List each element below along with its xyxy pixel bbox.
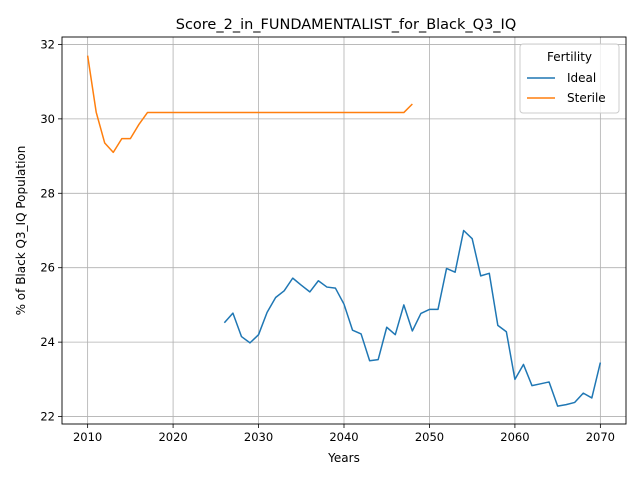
legend-entries: Ideal Sterile bbox=[527, 71, 606, 105]
y-tick-label: 22 bbox=[40, 410, 55, 424]
y-tick-label: 26 bbox=[40, 261, 55, 275]
x-tick-label: 2060 bbox=[500, 430, 529, 444]
legend-box bbox=[519, 43, 620, 114]
x-tick-label: 2010 bbox=[73, 430, 102, 444]
x-tick-label: 2040 bbox=[329, 430, 358, 444]
x-tick-label: 2030 bbox=[244, 430, 273, 444]
x-tick-label: 2020 bbox=[158, 430, 187, 444]
y-axis-label: % of Black Q3_IQ Population bbox=[14, 146, 28, 316]
y-tick-label: 24 bbox=[40, 335, 55, 349]
legend-label-ideal: Ideal bbox=[567, 71, 596, 85]
legend: Fertility Ideal Sterile bbox=[519, 43, 620, 114]
y-tick-label: 30 bbox=[40, 112, 55, 126]
chart-title: Score_2_in_FUNDAMENTALIST_for_Black_Q3_I… bbox=[176, 17, 517, 33]
series-line-sterile bbox=[86, 55, 413, 154]
y-tick-label: 32 bbox=[40, 37, 55, 51]
x-tick-label: 2070 bbox=[586, 430, 615, 444]
series-lines bbox=[86, 55, 602, 407]
series-line-ideal bbox=[223, 229, 602, 407]
y-tick-label: 28 bbox=[40, 186, 55, 200]
legend-title: Fertility bbox=[547, 50, 592, 64]
grid bbox=[62, 37, 626, 424]
x-axis-label: Years bbox=[327, 451, 360, 465]
axis-ticks: 2010 2020 2030 2040 2050 2060 2070 22 24 26 28 30 32 bbox=[40, 37, 615, 444]
legend-label-sterile: Sterile bbox=[567, 91, 606, 105]
x-tick-label: 2050 bbox=[415, 430, 444, 444]
